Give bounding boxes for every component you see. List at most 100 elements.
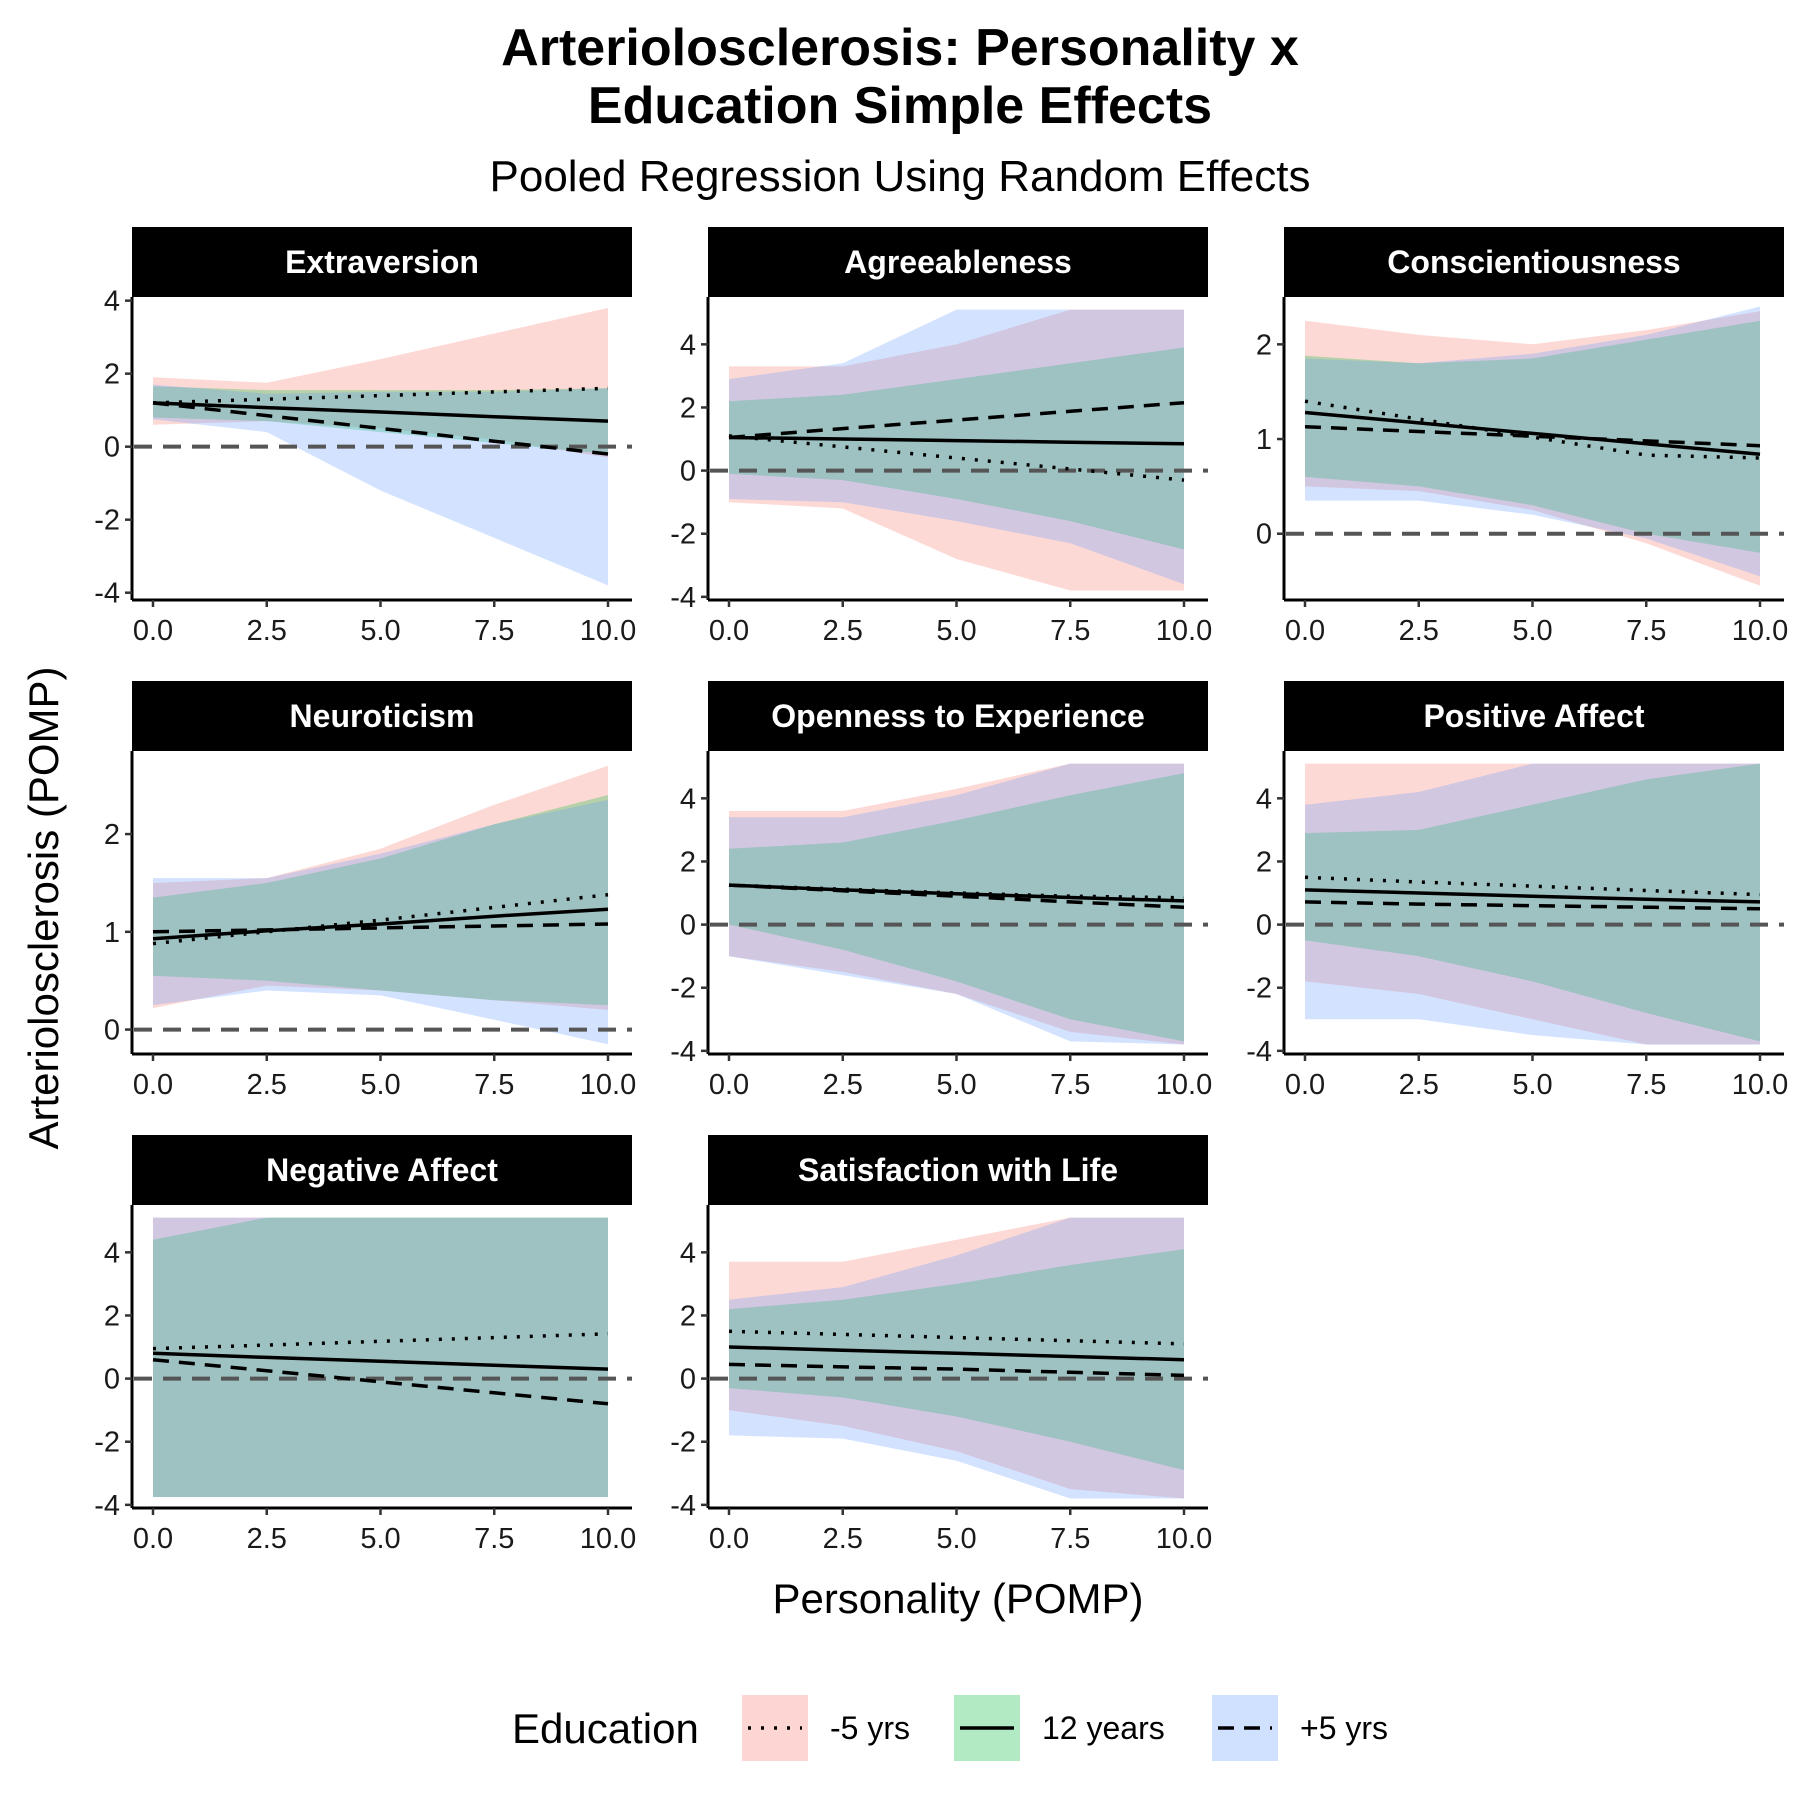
series-line-plus5 (1304, 900, 1761, 911)
y-tick-label: 4 (680, 1237, 696, 1269)
series-line-minus5 (152, 386, 609, 405)
strip-background (708, 1135, 1208, 1205)
y-tick-label: 2 (1256, 329, 1272, 361)
x-tick-label: 5.0 (936, 615, 976, 647)
y-tick-label: -4 (1246, 1036, 1272, 1068)
x-tick-label: 7.5 (474, 1069, 514, 1101)
y-tick-label: 0 (1256, 519, 1272, 551)
ribbon-twelve (729, 347, 1184, 550)
ribbon-minus5 (153, 308, 608, 458)
y-tick-label: 0 (1256, 910, 1272, 942)
panel-neuroticism: Neuroticism 0 1 2 0.0 2.5 5.0 7.5 10.0 (104, 681, 636, 1101)
y-tick-label: 2 (104, 819, 120, 851)
series-line-twelve (728, 435, 1185, 446)
series-line-twelve (152, 907, 609, 941)
y-tick-label: -4 (670, 1036, 696, 1068)
x-tick-label: 5.0 (360, 1069, 400, 1101)
strip-label: Negative Affect (266, 1152, 498, 1188)
series-line-twelve (728, 883, 1185, 903)
y-tick-label: -2 (670, 973, 696, 1005)
panel-positive-affect: Positive Affect -4 -2 0 2 4 0.0 2.5 5.0 7.5 10.0 (1246, 681, 1788, 1101)
x-tick-label: 5.0 (1512, 1069, 1552, 1101)
panel-negative-affect: Negative Affect -4 -2 0 2 4 0.0 2.5 5.0 7.5 10.0 (94, 1135, 636, 1555)
y-axis-title: Arteriolosclerosis (POMP) (20, 666, 67, 1149)
legend-title: Education (512, 1705, 699, 1752)
y-tick-label: -4 (94, 1490, 120, 1522)
y-tick-label: 0 (104, 432, 120, 464)
chart-title-line2: Education Simple Effects (587, 77, 1213, 135)
ribbon-minus5 (729, 763, 1184, 1045)
ribbon-minus5 (729, 309, 1184, 591)
series-line-minus5 (152, 1332, 609, 1351)
x-tick-label: 2.5 (823, 1069, 863, 1101)
ribbon-twelve (153, 1217, 608, 1497)
x-tick-label: 2.5 (247, 615, 287, 647)
strip-label: Openness to Experience (771, 698, 1144, 734)
ribbon-twelve (1305, 320, 1760, 553)
series-line-plus5 (1304, 424, 1761, 448)
series-line-twelve (152, 1351, 609, 1371)
series-line-twelve (1304, 410, 1761, 456)
x-tick-label: 7.5 (474, 615, 514, 647)
ribbon-plus5 (729, 309, 1184, 585)
ribbon-twelve (729, 1249, 1184, 1471)
series-line-twelve (1304, 888, 1761, 904)
x-tick-label: 7.5 (1050, 1523, 1090, 1555)
x-tick-label: 10.0 (1732, 615, 1788, 647)
x-tick-label: 10.0 (580, 615, 636, 647)
panel-extraversion: Extraversion -4 -2 0 2 4 0.0 2.5 5.0 7.5 10.0 (94, 227, 636, 647)
x-tick-label: 7.5 (1050, 1069, 1090, 1101)
legend-item-plus5: +5 yrs (1212, 1695, 1388, 1761)
y-tick-label: 4 (680, 783, 696, 815)
ribbon-minus5 (729, 1217, 1184, 1499)
legend-item-minus5: -5 yrs (742, 1695, 910, 1761)
y-tick-label: 1 (104, 917, 120, 949)
strip-background (132, 1135, 632, 1205)
ribbon-twelve (153, 795, 608, 1006)
y-tick-label: -4 (670, 1490, 696, 1522)
y-tick-label: -2 (670, 1427, 696, 1459)
strip-label: Satisfaction with Life (798, 1152, 1118, 1188)
ribbon-plus5 (153, 384, 608, 586)
chart-title-line1: Arteriolosclerosis: Personality x (501, 19, 1299, 77)
chart-subtitle: Pooled Regression Using Random Effects (489, 152, 1311, 201)
x-tick-label: 2.5 (247, 1069, 287, 1101)
strip-label: Positive Affect (1423, 698, 1644, 734)
legend-label: +5 yrs (1300, 1710, 1388, 1746)
ribbon-plus5 (729, 763, 1184, 1045)
x-tick-label: 0.0 (133, 1069, 173, 1101)
x-tick-label: 10.0 (1156, 615, 1212, 647)
y-tick-label: 2 (104, 1300, 120, 1332)
x-tick-label: 10.0 (580, 1069, 636, 1101)
legend-item-twelve: 12 years (954, 1695, 1165, 1761)
x-tick-label: 5.0 (360, 615, 400, 647)
y-tick-label: 0 (680, 1364, 696, 1396)
series-line-minus5 (1304, 875, 1761, 897)
ribbon-minus5 (153, 765, 608, 1010)
x-tick-label: 2.5 (823, 615, 863, 647)
x-tick-label: 7.5 (474, 1523, 514, 1555)
x-axis-title: Personality (POMP) (772, 1575, 1143, 1622)
y-tick-label: 4 (104, 286, 120, 318)
x-tick-label: 2.5 (823, 1523, 863, 1555)
series-line-twelve (728, 1345, 1185, 1362)
ribbon-plus5 (1305, 763, 1760, 1045)
legend-label: -5 yrs (830, 1710, 910, 1746)
legend: Education -5 yrs 12 years +5 yrs (512, 1695, 1388, 1761)
panel-conscientiousness: Conscientiousness 0 1 2 0.0 2.5 5.0 7.5 10.0 (1256, 227, 1788, 647)
strip-background (708, 681, 1208, 751)
panel-satisfaction-with-life: Satisfaction with Life -4 -2 0 2 4 0.0 2.5 5.0 7.… (670, 1135, 1212, 1555)
strip-label: Neuroticism (290, 698, 475, 734)
y-tick-label: 0 (680, 910, 696, 942)
x-tick-label: 0.0 (1285, 615, 1325, 647)
x-tick-label: 7.5 (1050, 615, 1090, 647)
x-tick-label: 0.0 (709, 1523, 749, 1555)
y-tick-label: 0 (104, 1015, 120, 1047)
x-tick-label: 0.0 (709, 1069, 749, 1101)
x-tick-label: 5.0 (936, 1523, 976, 1555)
series-line-plus5 (152, 922, 609, 934)
y-tick-label: 4 (680, 329, 696, 361)
series-line-plus5 (728, 1362, 1185, 1378)
